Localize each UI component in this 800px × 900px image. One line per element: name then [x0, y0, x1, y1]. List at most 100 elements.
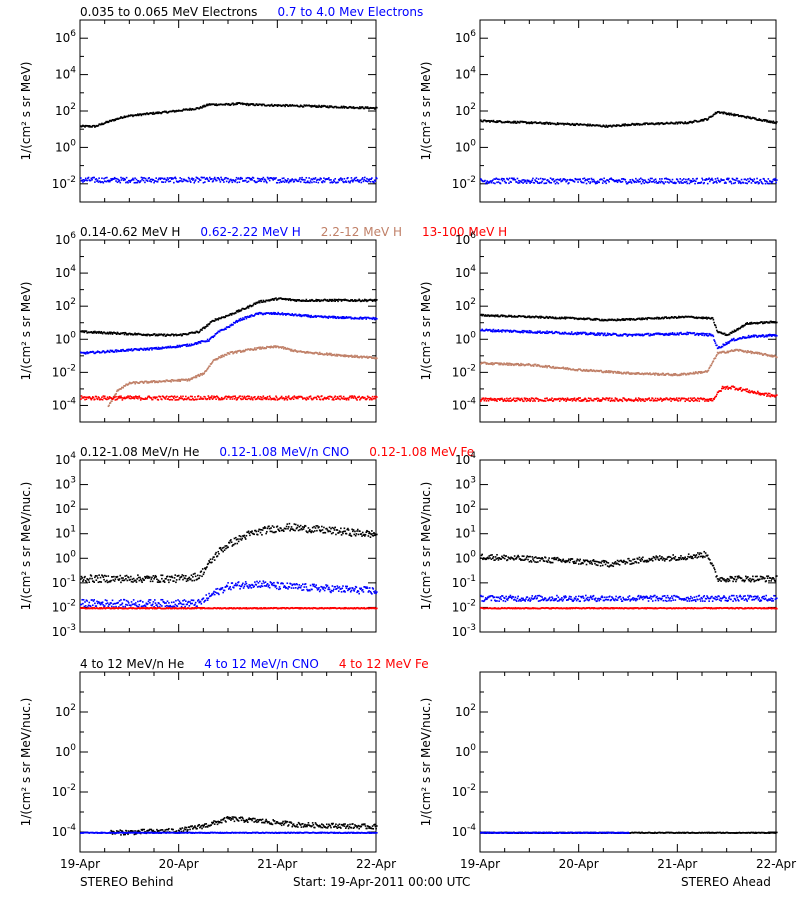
chart-row-0: 0.035 to 0.065 MeV Electrons 0.7 to 4.0 M…	[19, 5, 778, 203]
data-point	[305, 399, 308, 401]
data-point	[179, 397, 181, 400]
series-0-7-to-4-0-mev-electrons	[80, 176, 378, 184]
data-point	[771, 354, 773, 357]
data-point	[318, 104, 320, 107]
data-point	[728, 177, 730, 180]
data-point	[518, 397, 520, 400]
data-point	[480, 119, 482, 121]
data-point	[224, 104, 227, 106]
data-point	[328, 298, 331, 301]
data-point	[661, 178, 663, 180]
data-point	[262, 313, 265, 316]
data-point	[241, 177, 243, 180]
data-point	[281, 177, 284, 180]
data-point	[500, 329, 503, 332]
data-point	[194, 375, 197, 377]
data-point	[220, 176, 222, 179]
data-point	[558, 316, 561, 319]
data-point	[541, 180, 543, 183]
data-point	[208, 396, 210, 399]
data-point	[570, 123, 573, 126]
data-point	[526, 330, 529, 332]
data-point	[360, 181, 363, 184]
data-point	[173, 397, 175, 399]
data-point	[723, 111, 726, 114]
y-tick-label: 10-2	[452, 363, 476, 379]
data-point	[332, 316, 334, 319]
data-point	[238, 310, 241, 313]
data-point	[146, 112, 148, 114]
data-point	[697, 334, 700, 337]
data-point	[773, 179, 776, 181]
data-point	[718, 345, 720, 348]
data-point	[505, 400, 507, 402]
data-point	[589, 331, 592, 334]
data-point	[656, 374, 659, 376]
data-point	[572, 123, 574, 126]
data-point	[212, 397, 215, 399]
data-point	[748, 323, 751, 325]
data-point	[696, 177, 698, 180]
data-point	[750, 182, 753, 184]
data-point	[366, 355, 368, 358]
data-point	[211, 395, 213, 397]
data-point	[489, 398, 491, 401]
data-point	[287, 313, 290, 315]
data-point	[89, 396, 91, 399]
data-point	[232, 395, 235, 398]
data-point	[532, 397, 535, 400]
data-point	[542, 316, 545, 319]
data-point	[161, 181, 163, 183]
data-point	[134, 382, 136, 385]
data-point	[243, 318, 246, 320]
data-point	[210, 363, 213, 365]
y-axis-label: 1/(cm² s sr MeV)	[19, 282, 33, 381]
data-point	[766, 182, 769, 185]
data-point	[356, 354, 358, 357]
data-point	[707, 117, 710, 120]
data-point	[513, 364, 515, 367]
data-point	[306, 350, 309, 353]
data-point	[749, 322, 751, 324]
data-point	[483, 399, 486, 402]
data-point	[507, 178, 510, 181]
data-point	[156, 112, 158, 115]
data-point	[334, 395, 337, 398]
data-point	[539, 330, 541, 333]
data-point	[571, 400, 574, 402]
data-point	[770, 320, 772, 323]
data-point	[495, 121, 498, 124]
data-point	[658, 316, 660, 319]
data-point	[702, 118, 704, 121]
data-point	[768, 322, 771, 324]
data-point	[101, 398, 104, 401]
data-point	[532, 177, 534, 180]
data-point	[640, 317, 643, 320]
data-point	[503, 180, 506, 183]
data-point	[217, 397, 220, 399]
data-point	[548, 399, 550, 401]
data-point	[374, 356, 377, 359]
data-point	[751, 178, 753, 181]
data-point	[566, 367, 569, 369]
title-part: 0.14-0.62 MeV H	[80, 225, 180, 239]
data-point	[168, 399, 171, 401]
data-point	[98, 330, 100, 333]
data-point	[142, 349, 145, 351]
data-point	[665, 316, 667, 318]
data-point	[543, 331, 546, 334]
data-point	[506, 362, 508, 365]
data-point	[764, 180, 766, 182]
data-point	[211, 178, 213, 180]
data-point	[307, 181, 310, 184]
data-point	[657, 372, 660, 375]
data-point	[622, 372, 624, 375]
data-point	[330, 179, 332, 181]
data-point	[680, 331, 682, 334]
data-point	[368, 398, 371, 401]
data-point	[302, 178, 305, 181]
data-point	[116, 390, 118, 393]
data-point	[617, 372, 620, 374]
data-point	[635, 334, 637, 337]
data-point	[498, 398, 500, 400]
